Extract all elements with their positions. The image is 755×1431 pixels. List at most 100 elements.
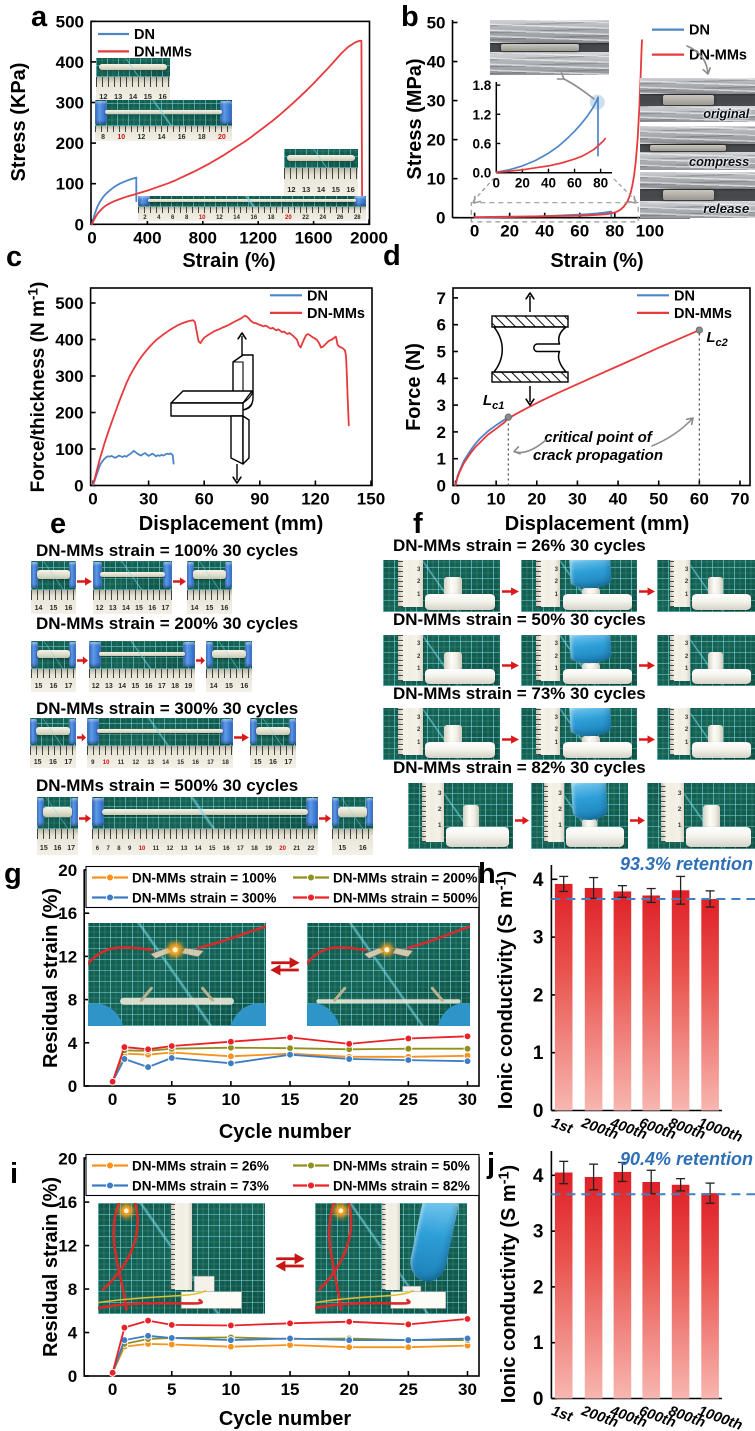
ruler-ticks: [398, 560, 409, 607]
clamp-right: [289, 719, 296, 744]
gel-base-disc: [685, 827, 751, 847]
ruler-number: 1: [554, 591, 559, 598]
strain-cycle-title: DN-MMs strain = 100% 30 cycles: [36, 541, 299, 560]
ruler-ticks: [187, 590, 232, 600]
data-point-marker: [106, 873, 114, 882]
svg-canvas: [98, 1203, 242, 1311]
y-tick-label: 0: [68, 1077, 77, 1096]
ruler: 6 7 8 9 10 11 12 13 14 15 16 17 18 19 20 21 22: [92, 829, 318, 855]
cutting-mat: [187, 561, 232, 599]
y-tick-label: 300: [56, 94, 84, 113]
panel-letter-e: e: [50, 508, 67, 540]
chart-shape: [319, 814, 331, 823]
data-point-marker: [286, 1033, 294, 1042]
ruler-number: 17: [64, 682, 73, 690]
chart-shape: [271, 957, 300, 969]
x-tick-label: 0: [88, 490, 97, 509]
data-point-marker: [286, 1050, 294, 1059]
data-point-marker: [106, 1161, 114, 1170]
ruler-number: 18: [251, 845, 258, 852]
data-series-line: [91, 39, 364, 226]
ruler-number: 2: [684, 727, 689, 734]
ruler-number: 14: [316, 184, 326, 194]
ruler-numbers: 8 10 12 14 16 18 20: [95, 134, 232, 142]
ruler: 12 13 14 15 16: [284, 168, 358, 196]
ruler-number: 12: [95, 604, 104, 612]
y-tick-label: 7: [437, 289, 446, 308]
x-tick-label: 70: [731, 490, 750, 509]
chart-line: [612, 177, 637, 202]
photo-stretch-test: 15 16: [332, 797, 373, 855]
lower-plate: [490, 51, 609, 75]
legend-label: DN-MMs strain = 200%: [333, 870, 477, 885]
ruler-ticks: [93, 590, 172, 600]
legend-label: DN-MMs strain = 82%: [333, 1178, 470, 1193]
ruler-number: 15: [205, 604, 214, 612]
data-point-marker: [463, 1032, 472, 1041]
x-tick-label: 30: [458, 1090, 477, 1109]
photo-stretch-test: 12 13 14 15 16 17 18 19: [89, 641, 195, 692]
svg-canvas: [196, 656, 205, 665]
photo-led-circuit-vertical: [315, 1203, 467, 1314]
y-tick-label: 30: [427, 92, 446, 111]
ruler-number: 17: [67, 845, 76, 853]
ruler-number: 2: [558, 806, 562, 814]
chart-shape: [173, 576, 186, 586]
chart-shape: [639, 661, 655, 671]
ruler-ticks: [89, 669, 195, 679]
ruler-numbers: 12 13 14 15 16: [284, 182, 358, 196]
data-point-marker: [123, 1208, 129, 1214]
glove-shape: [437, 1003, 470, 1026]
red-arrow: [234, 729, 249, 742]
ruler-number: 15: [338, 845, 347, 853]
data-point-marker: [504, 413, 512, 421]
ruler-number: 12: [137, 133, 146, 141]
clamp-right: [162, 562, 172, 588]
svg-canvas: [319, 814, 331, 823]
photo-stretch-test: 2 4 6 8 10 12 14 16 18 20 22 24 26 28: [138, 196, 366, 221]
ruler-ticks: [31, 669, 76, 679]
photo-compress-test: 3 2 1: [383, 708, 500, 760]
photo-stretch-test: 15 16 17: [37, 797, 78, 855]
ruler-number: 14: [233, 214, 240, 221]
x-tick-label: 800: [189, 228, 217, 247]
clamp-right: [306, 798, 318, 827]
x-tick-label: 1st: [549, 1115, 575, 1138]
vertical-ruler: [171, 1203, 192, 1290]
x-tick-label: 30: [458, 1380, 477, 1399]
photo-stretch-test: 14 15 16: [187, 561, 232, 614]
ruler-ticks: [661, 783, 671, 843]
gel-sample: [102, 809, 308, 815]
photo-metal-plates: release: [640, 172, 755, 218]
photo-stretch-test: 12 13 14 15 16 17: [93, 561, 172, 614]
x-tick-label: 5: [167, 1090, 176, 1109]
ruler-ticks: [669, 635, 679, 681]
svg-canvas: [639, 587, 655, 596]
chart-rect: [470, 202, 639, 223]
y-tick-label: 20: [58, 861, 77, 880]
gel-disc: [650, 145, 727, 151]
chart-shape: [79, 814, 91, 823]
data-point-marker: [106, 893, 114, 902]
svg-canvas: [77, 733, 86, 742]
text-fragment: c1: [492, 400, 504, 412]
data-point-marker: [307, 873, 315, 882]
data-point-marker: [463, 1057, 472, 1066]
panel-b-chart: 0 20 40 60 80 100 0 10 20 30 40 50 Strain (%) Stress …: [404, 14, 747, 273]
text-fragment: Ionic conductivity (S m: [495, 890, 517, 1109]
ruler-number: 12: [166, 845, 174, 852]
ruler-number: 15: [39, 845, 48, 853]
y-tick-label: 0: [75, 215, 84, 234]
gel-sample: [99, 63, 167, 70]
strain-cycle-title: DN-MMs strain = 50% 30 cycles: [393, 610, 646, 629]
svg-canvas: [77, 656, 88, 665]
ruler-number: 14: [209, 682, 218, 690]
ruler-number: 13: [114, 92, 123, 102]
ruler-numbers: 15 16 17: [30, 757, 76, 768]
ruler-ticks: [92, 829, 318, 840]
ruler-number: 17: [157, 682, 166, 690]
panel-d-chart: 0 10 20 30 40 50 60 70 0 1 2 3 4 5 6 7 Displacement (mm)…: [403, 287, 751, 535]
ruler: 15 16 17: [250, 746, 296, 768]
x-tick-label: 20: [340, 1380, 359, 1399]
